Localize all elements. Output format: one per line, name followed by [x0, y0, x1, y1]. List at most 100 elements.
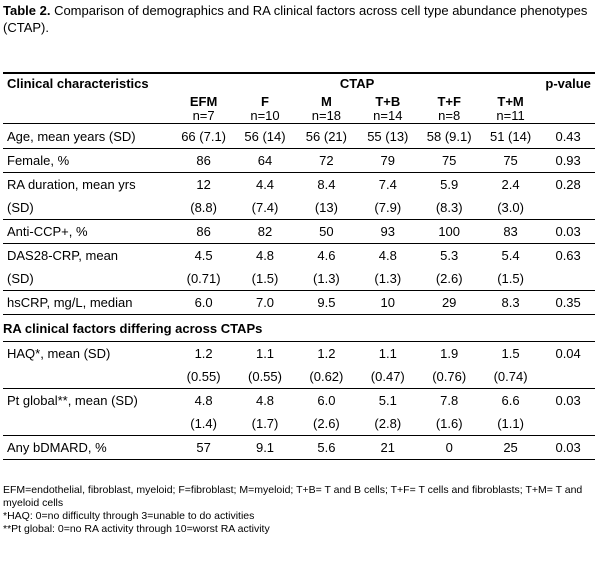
cell-value: 8.3	[479, 290, 542, 315]
group-n: n=7	[172, 109, 235, 124]
cell-pvalue	[541, 196, 595, 220]
cell-value: 4.6	[317, 248, 336, 263]
cell-value: 1.5	[501, 346, 520, 361]
cell-value: 4.8	[378, 248, 397, 263]
table-caption-text: Comparison of demographics and RA clinic…	[3, 3, 588, 35]
row-label: DAS28-CRP, mean	[7, 248, 119, 263]
cell-value: (1.1)	[479, 412, 542, 436]
cell-value: 29	[418, 290, 480, 315]
cell-value: (0.62)	[295, 365, 358, 389]
table-row: Pt global**, mean (SD) 4.8 4.8 6.0 5.1 7…	[3, 389, 595, 413]
cell-value: 5.6	[295, 435, 358, 460]
table-row: Anti-CCP+, % 86 82 50 93 100 83 0.03	[3, 219, 595, 244]
cell-value: (13)	[295, 196, 358, 220]
cell-value: 1.1	[255, 346, 275, 361]
cell-pvalue: 0.03	[541, 219, 595, 244]
table-caption-label: Table 2.	[3, 3, 51, 18]
cell-value: 86	[172, 219, 235, 244]
cell-value: (2.6)	[418, 267, 480, 291]
cell-value: 5.1	[378, 393, 397, 408]
table-row: Any bDMARD, % 57 9.1 5.6 21 0 25 0.03	[3, 435, 595, 460]
cell-value: 55 (13)	[357, 123, 419, 149]
cell-value: (1.7)	[234, 412, 296, 436]
cell-value: 58 (9.1)	[418, 123, 480, 149]
cell-value: 1.2	[194, 346, 213, 361]
cell-value: 2.4	[501, 177, 520, 192]
table-row: Female, % 86 64 72 79 75 75 0.93	[3, 148, 595, 173]
cell-pvalue: 0.63	[555, 248, 581, 263]
cell-value: (0.71)	[172, 267, 235, 291]
group-name: T+F	[437, 94, 461, 109]
cell-value: 57	[172, 435, 235, 460]
header-pvalue: p-value	[541, 72, 595, 109]
row-label	[3, 365, 173, 389]
cell-value: 4.8	[255, 248, 275, 263]
group-name: F	[261, 94, 269, 109]
cell-value: 1.9	[440, 346, 459, 361]
cell-value: (1.3)	[357, 267, 419, 291]
cell-value: 6.0	[172, 290, 235, 315]
cell-value: (0.55)	[172, 365, 235, 389]
cell-value: (0.76)	[418, 365, 480, 389]
cell-value: 4.8	[194, 393, 213, 408]
cell-value: 9.1	[234, 435, 296, 460]
row-label: RA duration, mean yrs	[7, 177, 136, 192]
cell-pvalue: 0.03	[541, 435, 595, 460]
cell-value: 4.5	[194, 248, 213, 263]
table-row: DAS28-CRP, mean 4.5 4.8 4.6 4.8 5.3 5.4 …	[3, 244, 595, 268]
group-n: n=18	[295, 109, 358, 124]
header-groups-row: EFM F M T+B T+F T+M	[3, 95, 595, 109]
table-row: hsCRP, mg/L, median 6.0 7.0 9.5 10 29 8.…	[3, 290, 595, 315]
cell-value: 5.9	[440, 177, 459, 192]
header-ctap: CTAP	[172, 72, 542, 95]
table-row: (SD) (0.71) (1.5) (1.3) (1.3) (2.6) (1.5…	[3, 267, 595, 291]
cell-value: 75	[418, 148, 480, 173]
cell-value: (8.3)	[418, 196, 480, 220]
cell-value: 7.8	[440, 393, 459, 408]
row-label: Pt global**, mean (SD)	[7, 393, 138, 408]
cell-value: (2.6)	[295, 412, 358, 436]
section-header-row: RA clinical factors differing across CTA…	[3, 314, 595, 342]
row-label: Any bDMARD, %	[3, 435, 173, 460]
group-name: EFM	[189, 94, 218, 109]
header-clinical: Clinical characteristics	[3, 72, 173, 109]
header-n-row: n=7 n=10 n=18 n=14 n=8 n=11	[3, 109, 595, 124]
cell-value: 5.3	[440, 248, 459, 263]
footnotes: EFM=endothelial, fibroblast, myeloid; F=…	[3, 484, 595, 536]
row-label: Anti-CCP+, %	[3, 219, 173, 244]
cell-value: 75	[479, 148, 542, 173]
cell-pvalue: 0.43	[541, 123, 595, 149]
table-row: HAQ*, mean (SD) 1.2 1.1 1.2 1.1 1.9 1.5 …	[3, 342, 595, 366]
cell-value: (1.5)	[479, 267, 542, 291]
table-row: (1.4) (1.7) (2.6) (2.8) (1.6) (1.1)	[3, 412, 595, 436]
cell-value: (3.0)	[479, 196, 542, 220]
row-label: (SD)	[3, 267, 173, 291]
cell-pvalue: 0.35	[541, 290, 595, 315]
cell-value: 56 (14)	[234, 123, 296, 149]
cell-value: 56 (21)	[295, 123, 358, 149]
cell-value: 7.4	[378, 177, 397, 192]
cell-pvalue	[541, 412, 595, 436]
cell-value: (7.9)	[357, 196, 419, 220]
cell-value: (1.4)	[172, 412, 235, 436]
table-row: RA duration, mean yrs 12 4.4 8.4 7.4 5.9…	[3, 173, 595, 197]
footnote-pt-global: **Pt global: 0=no RA activity through 10…	[3, 523, 270, 535]
cell-value: 4.4	[255, 177, 275, 192]
table-row: (0.55) (0.55) (0.62) (0.47) (0.76) (0.74…	[3, 365, 595, 389]
cell-value: (7.4)	[234, 196, 296, 220]
cell-value: 21	[357, 435, 419, 460]
group-n: n=8	[418, 109, 480, 124]
row-label: Female, %	[3, 148, 173, 173]
cell-pvalue: 0.03	[555, 393, 581, 408]
cell-value: 50	[295, 219, 358, 244]
cell-value: 0	[418, 435, 480, 460]
cell-pvalue: 0.28	[555, 177, 581, 192]
cell-value: 93	[357, 219, 419, 244]
row-label: hsCRP, mg/L, median	[3, 290, 173, 315]
table-row: (SD) (8.8) (7.4) (13) (7.9) (8.3) (3.0)	[3, 196, 595, 220]
cell-pvalue	[541, 267, 595, 291]
cell-value: (0.55)	[234, 365, 296, 389]
cell-value: 72	[295, 148, 358, 173]
group-n: n=11	[479, 109, 542, 124]
cell-value: (1.5)	[234, 267, 296, 291]
